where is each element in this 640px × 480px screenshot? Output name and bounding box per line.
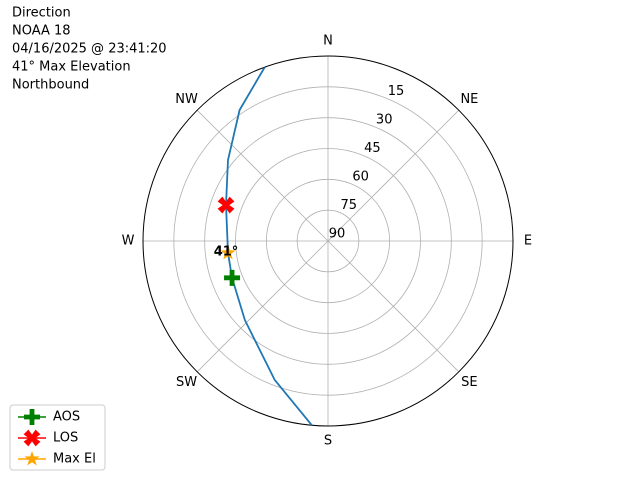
legend-label: Max El [53, 452, 96, 467]
marker-star [220, 244, 236, 260]
r-grid-circle [173, 86, 483, 396]
theta-tick-label: SW [176, 375, 197, 390]
marker-plus [224, 269, 241, 286]
marker-x [217, 196, 235, 214]
r-tick-label: 45 [364, 141, 381, 156]
title-line: Direction [12, 6, 71, 21]
r-grid-circle [235, 148, 421, 334]
r-grid-circle [204, 117, 452, 365]
r-tick-label: 75 [341, 198, 358, 213]
theta-tick-label: N [323, 34, 333, 49]
legend-label: LOS [53, 431, 78, 446]
r-tick-label: 60 [352, 170, 369, 185]
theta-tick-label: SE [461, 375, 477, 390]
legend-marker [23, 429, 41, 447]
annotation: 41° [214, 244, 239, 259]
legend-marker [24, 451, 40, 466]
title-line: 04/16/2025 @ 23:41:20 [12, 42, 167, 57]
r-tick-label: 90 [329, 227, 346, 242]
r-grid-circle [296, 209, 360, 273]
legend-marker [24, 409, 40, 425]
r-grid-circle [265, 178, 391, 304]
theta-tick-label: NE [460, 92, 478, 107]
theta-tick-label: W [122, 234, 135, 249]
theta-tick-label: NW [175, 92, 198, 107]
r-tick-label: 30 [376, 113, 393, 128]
title-line: 41° Max Elevation [12, 60, 131, 75]
title-line: NOAA 18 [12, 24, 71, 39]
r-tick-label: 15 [388, 84, 405, 99]
legend: AOS LOS Max El [9, 404, 106, 471]
theta-tick-label: E [524, 234, 532, 249]
polar-spine [142, 55, 514, 427]
title-line: Northbound [12, 78, 89, 93]
theta-tick-label: S [324, 434, 332, 449]
legend-label: AOS [53, 410, 80, 425]
